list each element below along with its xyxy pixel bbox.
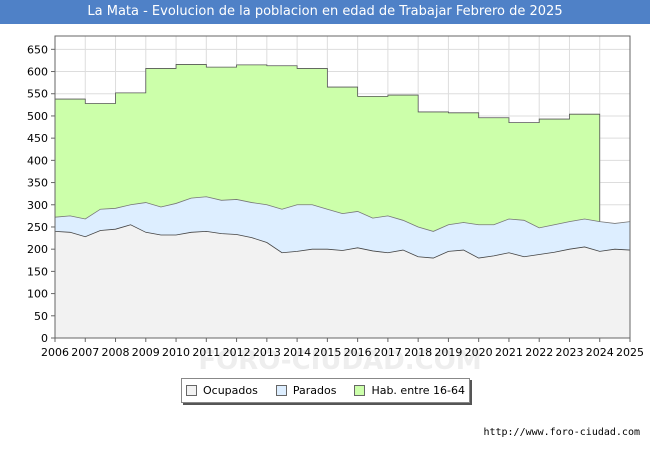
parados-line (54, 196, 631, 232)
ocupados-area (55, 224, 630, 338)
x-tick-label: 2007 (71, 346, 99, 359)
watermark: FORO-CIUDAD.COM (198, 346, 481, 374)
x-tick-label: 2010 (162, 346, 190, 359)
legend-item-hab: Hab. entre 16-64 (354, 384, 465, 397)
y-tick-label: 0 (41, 332, 48, 345)
x-tick-label: 2017 (374, 346, 402, 359)
x-tick-label: 2022 (525, 346, 553, 359)
y-tick-label: 350 (27, 177, 48, 190)
ocupados-swatch (185, 385, 197, 396)
x-tick-label: 2014 (283, 346, 311, 359)
footer-url: http://www.foro-ciudad.com (483, 427, 640, 438)
legend-item-parados: Parados (275, 384, 337, 397)
x-tick-label: 2008 (102, 346, 130, 359)
x-tick-label: 2009 (132, 346, 160, 359)
x-tick-label: 2006 (41, 346, 69, 359)
series-lines (54, 196, 631, 259)
parados-swatch (275, 385, 287, 396)
y-tick-label: 650 (27, 43, 48, 56)
x-tick-label: 2025 (616, 346, 644, 359)
y-tick-label: 150 (27, 265, 48, 278)
hab-swatch (354, 385, 366, 396)
x-axis: 2006 2007 2008 2009 2010 2011 2012 2013 2014 2015… (41, 338, 644, 359)
y-tick-label: 250 (27, 221, 48, 234)
legend-label-parados: Parados (292, 384, 337, 397)
x-tick-label: 2023 (555, 346, 583, 359)
x-tick-label: 2024 (586, 346, 614, 359)
x-tick-label: 2018 (404, 346, 432, 359)
ocupados-line (54, 224, 631, 259)
x-tick-label: 2013 (253, 346, 281, 359)
x-tick-label: 2016 (344, 346, 372, 359)
plot-frame (54, 35, 631, 339)
x-tick-label: 2012 (223, 346, 251, 359)
x-tick-label: 2011 (192, 346, 220, 359)
legend-item-ocupados: Ocupados (185, 384, 258, 397)
chart-title: La Mata - Evolucion de la poblacion en e… (0, 0, 650, 24)
y-tick-label: 400 (27, 154, 48, 167)
y-tick-label: 50 (34, 310, 48, 323)
x-tick-label: 2021 (495, 346, 523, 359)
y-tick-label: 600 (27, 66, 48, 79)
y-tick-label: 500 (27, 110, 48, 123)
y-tick-label: 100 (27, 288, 48, 301)
x-tick-label: 2020 (465, 346, 493, 359)
y-tick-label: 200 (27, 243, 48, 256)
x-tick-label: 2015 (313, 346, 341, 359)
legend-label-ocupados: Ocupados (202, 384, 258, 397)
legend-label-hab: Hab. entre 16-64 (371, 384, 465, 397)
y-axis: 0 50 100 150 200 250 300 350 400 450 500 550 600 650 (27, 43, 55, 345)
y-tick-label: 300 (27, 199, 48, 212)
legend: Ocupados Parados Hab. entre 16-64 (181, 378, 470, 403)
x-tick-label: 2019 (434, 346, 462, 359)
chart-canvas: FORO-CIUDAD.COM 0 50 100 150 200 250 300 350 400… (27, 35, 644, 374)
y-tick-label: 550 (27, 88, 48, 101)
y-tick-label: 450 (27, 132, 48, 145)
